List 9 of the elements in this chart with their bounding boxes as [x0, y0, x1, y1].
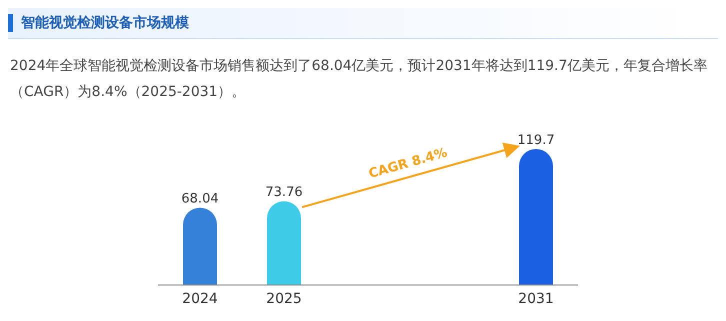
x-tick-label: 2025 — [266, 290, 302, 307]
annotation: CAGR 8.4% — [367, 146, 450, 182]
chart-title: 智能视觉检测设备市场规模 — [21, 14, 189, 32]
data-label: 73.76 — [265, 185, 303, 200]
x-tick-label: 2024 — [182, 290, 218, 307]
data-label: 68.04 — [181, 192, 219, 207]
chart-subtitle: 2024年全球智能视觉检测设备市场销售额达到了68.04亿美元，预计2031年将达到119.7亿美元，年复合增长率（CAGR）为8.4%（2025-2031）。 — [10, 57, 708, 102]
data-label: 119.7 — [517, 133, 555, 148]
x-tick-label: 2031 — [518, 290, 554, 307]
